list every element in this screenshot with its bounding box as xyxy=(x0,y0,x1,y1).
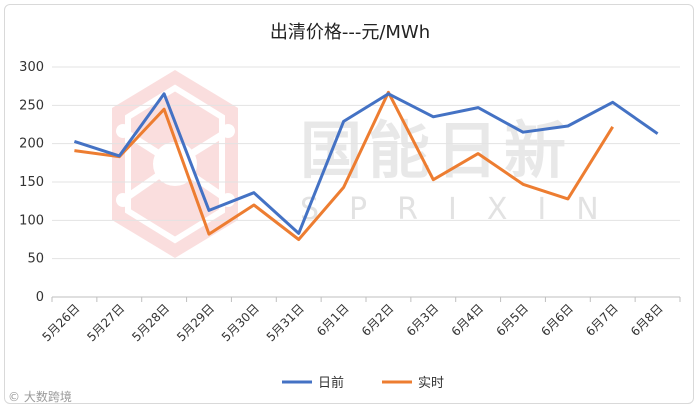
x-tick-label: 6月2日 xyxy=(359,301,397,339)
x-tick-label: 6月3日 xyxy=(404,301,442,339)
y-tick-label: 100 xyxy=(19,213,44,228)
x-tick-label: 5月31日 xyxy=(264,301,307,344)
y-tick-label: 250 xyxy=(19,98,44,113)
legend-label: 实时 xyxy=(418,376,444,391)
y-tick-label: 300 xyxy=(19,60,44,75)
watermark-logo xyxy=(112,70,238,258)
x-tick-label: 6月5日 xyxy=(493,301,531,339)
x-tick-label: 6月1日 xyxy=(314,301,352,339)
x-tick-label: 5月27日 xyxy=(84,301,127,344)
legend-label: 日前 xyxy=(318,375,344,391)
credit-text: © 大数跨境 xyxy=(8,390,72,404)
x-tick-label: 6月7日 xyxy=(583,301,621,339)
x-tick-label: 6月6日 xyxy=(538,301,576,339)
chart-frame xyxy=(4,4,694,404)
series-line-日前 xyxy=(73,92,659,235)
series-line-实时 xyxy=(74,90,614,241)
x-tick-label: 5月28日 xyxy=(129,301,172,344)
x-tick-label: 5月30日 xyxy=(219,301,262,344)
y-tick-label: 200 xyxy=(19,137,44,152)
x-tick-label: 6月8日 xyxy=(628,301,666,339)
chart-title: 出清价格---元/MWh xyxy=(270,22,430,43)
y-tick-label: 150 xyxy=(19,175,44,190)
x-tick-label: 6月4日 xyxy=(449,301,487,339)
x-tick-label: 5月26日 xyxy=(39,301,82,344)
y-tick-label: 0 xyxy=(36,290,44,305)
y-tick-label: 50 xyxy=(27,252,44,267)
x-tick-label: 5月29日 xyxy=(174,301,217,344)
